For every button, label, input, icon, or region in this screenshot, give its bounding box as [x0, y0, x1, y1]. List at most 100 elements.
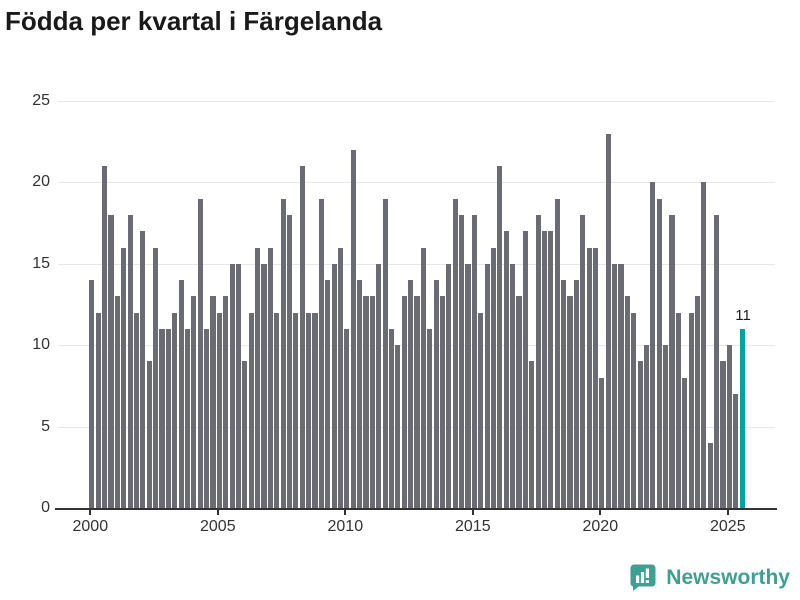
gridline-20: [58, 182, 775, 184]
bar: [114, 296, 120, 508]
bar: [573, 280, 579, 508]
bar: [293, 312, 299, 508]
last-value-label: 11: [735, 306, 751, 324]
bar: [522, 231, 528, 508]
bar: [503, 231, 509, 508]
x-axis-tick-2015: [471, 508, 474, 515]
brand-name: Newsworthy: [666, 565, 790, 589]
bar: [694, 296, 701, 508]
bar: [650, 182, 656, 508]
x-axis-tick-2010: [344, 508, 347, 515]
bar: [490, 247, 497, 508]
bar: [299, 166, 305, 508]
bar: [567, 296, 573, 508]
bar: [267, 247, 273, 508]
bar: [388, 328, 395, 508]
bar: [446, 263, 452, 508]
bar: [369, 296, 375, 508]
y-axis-label-5: 5: [41, 417, 50, 435]
bar: [121, 247, 127, 508]
bar: [280, 198, 286, 508]
bar: [146, 361, 152, 508]
bar: [637, 361, 643, 508]
gridline-25: [58, 101, 775, 102]
bar: [242, 361, 248, 508]
bar: [140, 231, 146, 508]
bar: [420, 247, 426, 508]
bar: [159, 328, 165, 508]
chart-title: Födda per kvartal i Färgelanda: [5, 6, 383, 36]
bar: [153, 247, 159, 508]
bar: [102, 166, 108, 508]
bar: [529, 361, 535, 508]
bar: [471, 214, 477, 508]
bar: [675, 312, 681, 508]
bar: [624, 296, 630, 508]
bar: [108, 214, 114, 508]
bar: [726, 345, 732, 508]
bar: [548, 231, 554, 508]
bar: [478, 312, 484, 508]
bar: [325, 280, 331, 508]
newsworthy-logo-icon: [630, 564, 656, 591]
bar: [459, 214, 465, 508]
y-axis-label-0: 0: [41, 499, 50, 516]
bar: [178, 280, 184, 508]
bar: [184, 328, 191, 508]
bar: [656, 198, 662, 508]
bar: [701, 182, 707, 508]
highlight-bar: [739, 328, 745, 508]
bar: [433, 280, 439, 508]
bar: [408, 280, 414, 508]
x-axis-label-2005: 2005: [200, 518, 236, 535]
bar: [261, 263, 267, 508]
bar: [395, 345, 401, 508]
bar: [688, 312, 694, 508]
bar: [612, 263, 618, 508]
bar: [631, 312, 637, 508]
bar: [643, 345, 650, 508]
bar: [337, 247, 344, 508]
bar: [427, 328, 433, 508]
bar: [618, 263, 624, 508]
y-axis-label-20: 20: [32, 173, 50, 191]
bar: [255, 247, 261, 508]
y-axis-label-15: 15: [32, 254, 50, 272]
bar: [210, 296, 216, 508]
bar: [497, 166, 503, 508]
y-axis-label-10: 10: [32, 336, 50, 354]
bar: [312, 312, 318, 508]
bar: [535, 214, 541, 508]
x-axis-tick-2025: [726, 508, 729, 515]
bar: [599, 377, 605, 508]
bar: [235, 263, 242, 508]
bar: [484, 263, 490, 508]
gridline-15: [58, 263, 775, 265]
bar: [306, 312, 312, 508]
bar: [274, 312, 280, 508]
x-axis-label-2020: 2020: [582, 518, 619, 535]
bar: [89, 280, 95, 508]
y-axis-label-25: 25: [32, 92, 50, 109]
bar: [465, 263, 471, 508]
bar: [586, 247, 592, 508]
bar: [452, 198, 458, 508]
bar: [733, 394, 739, 508]
bar: [344, 328, 350, 508]
bar: [197, 198, 203, 508]
x-axis-label-2000: 2000: [72, 518, 109, 535]
bar: [318, 198, 324, 508]
bar: [510, 263, 516, 508]
bar: [331, 263, 337, 508]
bar: [561, 280, 567, 508]
bar: [223, 296, 229, 508]
bar: [350, 149, 356, 508]
bar: [133, 312, 140, 508]
newsworthy-brand: Newsworthy: [628, 562, 790, 593]
bar: [401, 296, 407, 508]
bar: [669, 214, 675, 508]
bar: [229, 263, 235, 508]
bar: [414, 296, 420, 508]
bar: [357, 280, 363, 508]
bar: [376, 263, 382, 508]
